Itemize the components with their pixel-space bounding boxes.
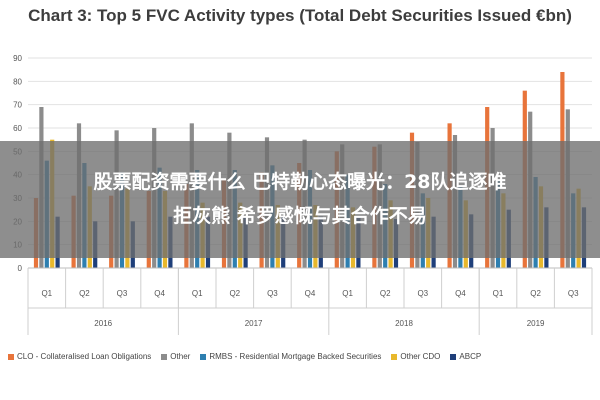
legend-label: Other CDO [400, 352, 441, 361]
banner-overlay [0, 141, 600, 258]
x-tick-label: Q1 [493, 289, 504, 298]
banner-text: 股票配资需要什么 巴特勒心态曝光：28队追逐唯 拒灰熊 希罗感慨与其合作不易 [0, 165, 600, 233]
x-tick-label: Q3 [568, 289, 579, 298]
legend-swatch [8, 353, 14, 360]
legend-swatch [161, 353, 168, 360]
x-tick-label: Q3 [117, 289, 128, 298]
legend-item: RMBS - Residential Mortgage Backed Secur… [200, 352, 381, 361]
x-tick-label: Q2 [380, 289, 391, 298]
legend-label: RMBS - Residential Mortgage Backed Secur… [209, 352, 382, 361]
year-label: 2018 [395, 319, 413, 328]
legend-swatch [450, 353, 457, 360]
banner-line-1: 股票配资需要什么 巴特勒心态曝光：28队追逐唯 [93, 171, 507, 193]
year-label: 2016 [94, 319, 112, 328]
y-tick-label: 60 [13, 124, 22, 133]
banner-line-2: 拒灰熊 希罗感慨与其合作不易 [173, 205, 427, 227]
x-tick-label: Q4 [154, 289, 165, 298]
x-tick-label: Q2 [229, 289, 240, 298]
x-tick-label: Q4 [305, 289, 316, 298]
x-tick-label: Q3 [267, 289, 278, 298]
x-tick-label: Q2 [530, 289, 541, 298]
legend-label: Other [170, 352, 191, 361]
chart-legend: CLO - Collateralised Loan Obligations Oth… [8, 352, 598, 361]
x-tick-label: Q3 [417, 289, 428, 298]
y-tick-label: 0 [18, 264, 23, 273]
legend-label: CLO - Collateralised Loan Obligations [17, 352, 152, 361]
year-label: 2019 [527, 319, 545, 328]
chart-title: Chart 3: Top 5 FVC Activity types (Total… [28, 6, 572, 25]
legend-swatch [200, 353, 207, 360]
legend-swatch [391, 353, 398, 360]
x-tick-label: Q1 [342, 289, 353, 298]
x-tick-label: Q2 [79, 289, 90, 298]
y-tick-label: 80 [13, 77, 22, 86]
year-label: 2017 [245, 319, 263, 328]
x-tick-label: Q4 [455, 289, 466, 298]
x-tick-label: Q1 [192, 289, 203, 298]
y-tick-label: 90 [13, 54, 22, 63]
y-tick-label: 70 [13, 101, 22, 110]
legend-item: Other CDO [391, 352, 440, 361]
legend-label: ABCP [459, 352, 482, 361]
legend-item: Other [161, 352, 190, 361]
x-tick-label: Q1 [41, 289, 52, 298]
legend-item: ABCP [450, 352, 481, 361]
legend-item: CLO - Collateralised Loan Obligations [8, 352, 151, 361]
